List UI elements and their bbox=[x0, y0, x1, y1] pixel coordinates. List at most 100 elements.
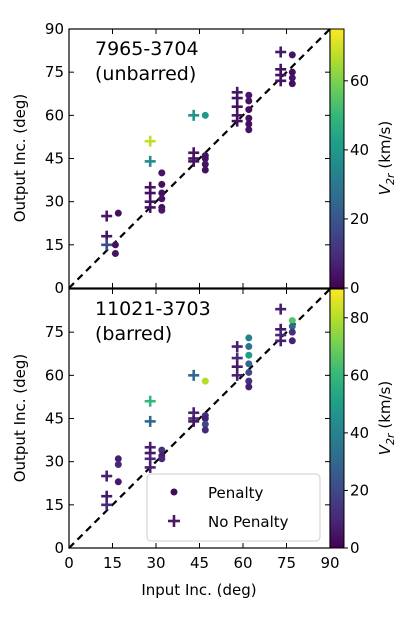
bottom-penalty-point bbox=[114, 461, 122, 469]
top-penalty-point bbox=[158, 189, 166, 197]
top-no-penalty-point bbox=[275, 46, 287, 58]
bottom-ytick-label: 75 bbox=[45, 323, 64, 341]
bottom-annotation-line-1: 11021-3703 bbox=[95, 298, 211, 320]
bottom-penalty-point bbox=[114, 455, 122, 463]
top-penalty-point bbox=[201, 166, 209, 174]
bottom-penalty-point bbox=[201, 420, 209, 428]
bottom-penalty-point bbox=[245, 377, 253, 385]
top-no-penalty-point bbox=[188, 109, 200, 121]
top-no-penalty-point bbox=[231, 115, 243, 127]
top-penalty-point bbox=[158, 195, 166, 203]
legend-penalty-marker bbox=[170, 488, 178, 496]
top-panel: 0 15 30 45 60 75 90 7965-3704 (unbarred) Outpu… bbox=[11, 20, 397, 297]
top-annotation-line-2: (unbarred) bbox=[95, 63, 196, 85]
top-no-penalty-point bbox=[144, 135, 156, 147]
bottom-penalty-point bbox=[245, 334, 253, 342]
top-no-penalty-point bbox=[275, 75, 287, 87]
top-penalty-point bbox=[288, 80, 296, 88]
top-colorbar bbox=[329, 28, 345, 289]
top-colorbar-ticks: 0 20 40 60 bbox=[344, 72, 369, 297]
bottom-penalty-point bbox=[201, 415, 209, 422]
bottom-penalty-point bbox=[245, 343, 253, 351]
bottom-no-penalty-point bbox=[275, 303, 287, 315]
bottom-no-penalty-point bbox=[144, 415, 156, 427]
bottom-no-penalty-point bbox=[188, 369, 200, 381]
top-colorbar-tick-label: 20 bbox=[350, 210, 369, 228]
top-no-penalty-point bbox=[101, 239, 113, 251]
bottom-penalty-point bbox=[245, 383, 253, 391]
legend: Penalty No Penalty bbox=[146, 473, 321, 542]
top-no-penalty-point bbox=[144, 155, 156, 167]
bottom-points bbox=[101, 303, 296, 511]
bottom-xlabel: Input Inc. (deg) bbox=[141, 581, 256, 599]
top-ytick-label: 30 bbox=[45, 193, 64, 211]
top-points bbox=[101, 46, 296, 257]
bottom-no-penalty-point bbox=[231, 369, 243, 381]
bottom-ytick-label: 0 bbox=[54, 539, 64, 557]
top-penalty-point bbox=[245, 106, 253, 114]
bottom-colorbar-tick-label: 20 bbox=[350, 481, 369, 499]
top-penalty-point bbox=[245, 91, 253, 99]
bottom-colorbar-ticks: 0 20 40 60 80 bbox=[344, 309, 369, 557]
bottom-penalty-point bbox=[245, 368, 253, 376]
bottom-xtick-label: 15 bbox=[103, 554, 122, 572]
top-penalty-point bbox=[201, 160, 209, 168]
bottom-ytick-label: 45 bbox=[45, 410, 64, 428]
bottom-xtick-label: 45 bbox=[190, 554, 209, 572]
bottom-penalty-point bbox=[114, 478, 122, 486]
top-ytick-label: 90 bbox=[45, 20, 64, 38]
legend-box bbox=[146, 473, 321, 542]
top-ytick-label: 45 bbox=[45, 150, 64, 168]
top-penalty-point bbox=[158, 206, 166, 214]
bottom-penalty-point bbox=[245, 351, 253, 359]
top-penalty-point bbox=[201, 155, 209, 162]
bottom-colorbar-tick-label: 60 bbox=[350, 366, 369, 384]
bottom-colorbar-label: V2r (km/s) bbox=[376, 381, 397, 455]
bottom-colorbar-tick-label: 0 bbox=[350, 539, 360, 557]
bottom-annotation-line-2: (barred) bbox=[95, 323, 172, 345]
top-ytick-label: 75 bbox=[45, 63, 64, 81]
top-penalty-point bbox=[245, 120, 253, 128]
top-ytick-label: 15 bbox=[45, 236, 64, 254]
top-ytick-label: 60 bbox=[45, 106, 64, 124]
bottom-ytick-label: 30 bbox=[45, 453, 64, 471]
bottom-colorbar bbox=[329, 288, 345, 549]
top-ytick-label: 0 bbox=[54, 279, 64, 297]
bottom-no-penalty-point bbox=[101, 499, 113, 511]
bottom-colorbar-tick-label: 80 bbox=[350, 309, 369, 327]
bottom-penalty-point bbox=[158, 455, 166, 463]
bottom-colorbar-tick-label: 40 bbox=[350, 424, 369, 442]
legend-penalty-label: Penalty bbox=[208, 484, 263, 502]
bottom-no-penalty-point bbox=[144, 461, 156, 473]
bottom-ytick-label: 15 bbox=[45, 496, 64, 514]
top-penalty-point bbox=[158, 169, 166, 177]
top-penalty-point bbox=[201, 111, 209, 119]
bottom-xtick-label: 75 bbox=[277, 554, 296, 572]
bottom-xtick-label: 0 bbox=[64, 554, 74, 572]
top-penalty-point bbox=[245, 114, 253, 122]
top-penalty-point bbox=[114, 209, 122, 217]
bottom-penalty-point bbox=[288, 322, 296, 330]
bottom-penalty-point bbox=[201, 426, 209, 434]
legend-no-penalty-label: No Penalty bbox=[208, 513, 289, 531]
legend-no-penalty-marker bbox=[168, 515, 180, 527]
bottom-penalty-point bbox=[288, 337, 296, 345]
bottom-no-penalty-point bbox=[101, 470, 113, 482]
bottom-penalty-point bbox=[201, 377, 209, 385]
top-penalty-point bbox=[288, 51, 296, 59]
top-annotation-line-1: 7965-3704 bbox=[95, 38, 199, 60]
bottom-no-penalty-point bbox=[275, 335, 287, 347]
bottom-xtick-label: 90 bbox=[320, 554, 339, 572]
top-penalty-point bbox=[245, 97, 253, 105]
top-colorbar-tick-label: 60 bbox=[350, 72, 369, 90]
bottom-ticks: 0 15 30 45 60 75 0 15 30 45 60 75 90 bbox=[45, 289, 340, 572]
top-penalty-point bbox=[288, 68, 296, 76]
top-colorbar-label: V2r (km/s) bbox=[376, 121, 397, 195]
top-no-penalty-point bbox=[188, 155, 200, 167]
top-no-penalty-point bbox=[144, 201, 156, 213]
bottom-no-penalty-point bbox=[231, 341, 243, 353]
top-penalty-point bbox=[111, 241, 119, 249]
bottom-no-penalty-point bbox=[188, 415, 200, 427]
bottom-penalty-point bbox=[288, 328, 296, 336]
